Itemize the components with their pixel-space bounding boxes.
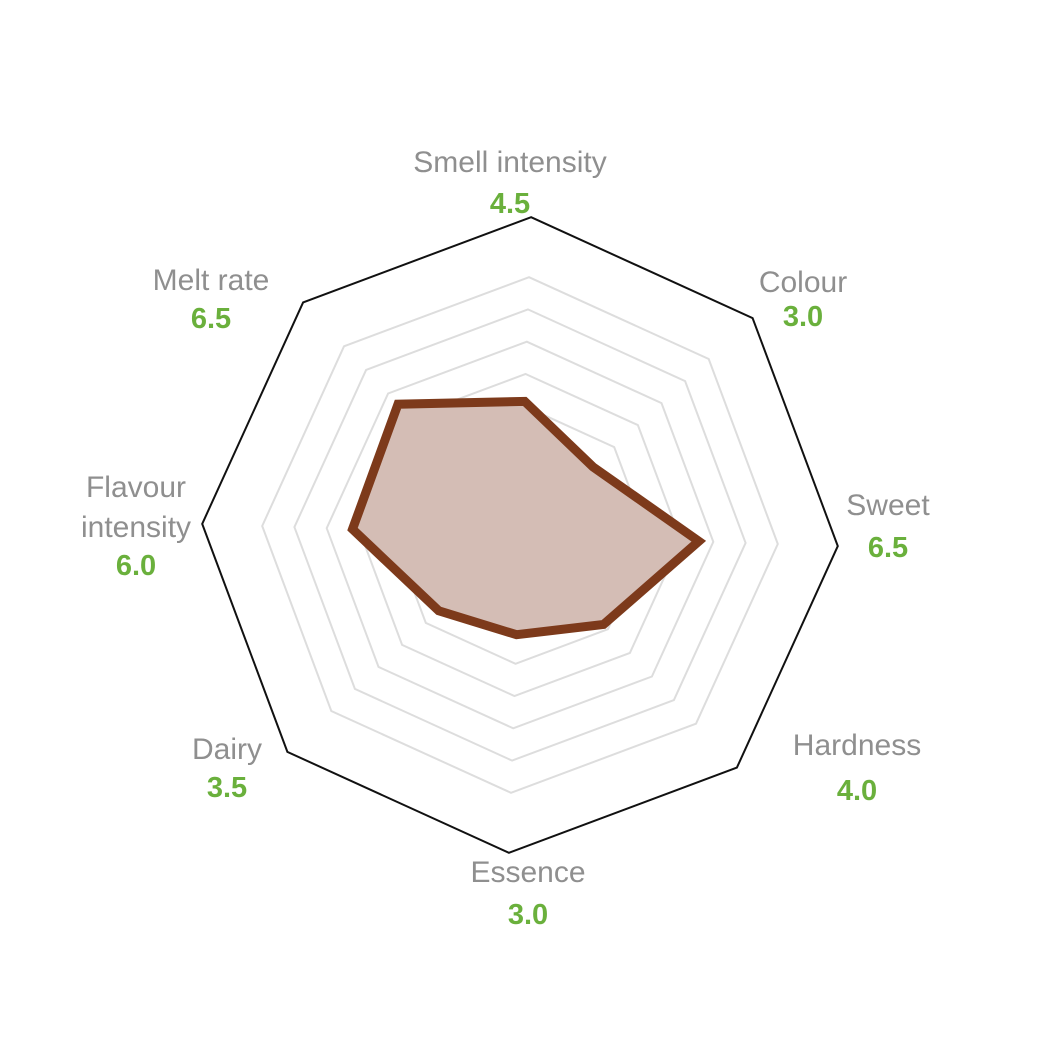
- axis-label: Sweet: [846, 489, 930, 522]
- axis-label-line: Colour: [759, 266, 847, 299]
- axis-label-group-1: Smell intensity 4.5: [413, 146, 606, 220]
- axis-label-line: Essence: [470, 856, 585, 889]
- axis-label-line: Melt rate: [153, 264, 270, 297]
- axis-value-label: 6.5: [191, 303, 231, 335]
- axis-label: Flavour intensity: [81, 471, 191, 544]
- axis-label-group-8: Melt rate 6.5: [153, 264, 270, 335]
- series-area: [347, 396, 707, 640]
- axis-value-label: 3.0: [783, 301, 823, 333]
- axis-label: Essence: [470, 856, 585, 889]
- outer-frame-polygon: [201, 216, 839, 854]
- axis-value-label: 3.0: [508, 899, 548, 931]
- axis-label-group-6: Dairy 3.5: [192, 733, 262, 804]
- axis-label-line: Smell intensity: [413, 146, 606, 179]
- outer-frame: [201, 216, 839, 854]
- grid-ring-6: [325, 340, 715, 730]
- axis-label-line: Dairy: [192, 733, 262, 766]
- axis-label-line: Hardness: [793, 729, 921, 762]
- axis-label-group-4: Hardness 4.0: [793, 729, 921, 807]
- grid-ring-8: [261, 276, 779, 794]
- axis-value-label: 6.0: [116, 550, 156, 582]
- axis-label: Hardness: [793, 729, 921, 762]
- axis-label-line: Flavour: [86, 471, 186, 504]
- axis-value-label: 3.5: [207, 772, 247, 804]
- axis-value-label: 4.5: [490, 188, 530, 220]
- axis-value-label: 6.5: [868, 532, 908, 564]
- series-shape: [347, 396, 707, 640]
- axis-label-group-7: Flavour intensity 6.0: [81, 471, 191, 582]
- axis-label-group-5: Essence 3.0: [470, 856, 585, 931]
- axis-label-group-3: Sweet 6.5: [846, 489, 930, 564]
- axis-label: Colour: [759, 266, 847, 299]
- axis-label: Smell intensity: [413, 146, 606, 179]
- axis-label: Dairy: [192, 733, 262, 766]
- grid-ring-7: [293, 308, 747, 762]
- axis-label-line: Sweet: [846, 489, 930, 522]
- axis-label: Melt rate: [153, 264, 270, 297]
- axis-label-line: intensity: [81, 511, 191, 544]
- axis-value-label: 4.0: [837, 775, 877, 807]
- axis-labels: Smell intensity4.5Colour3.0Sweet6.5Hardn…: [81, 146, 930, 931]
